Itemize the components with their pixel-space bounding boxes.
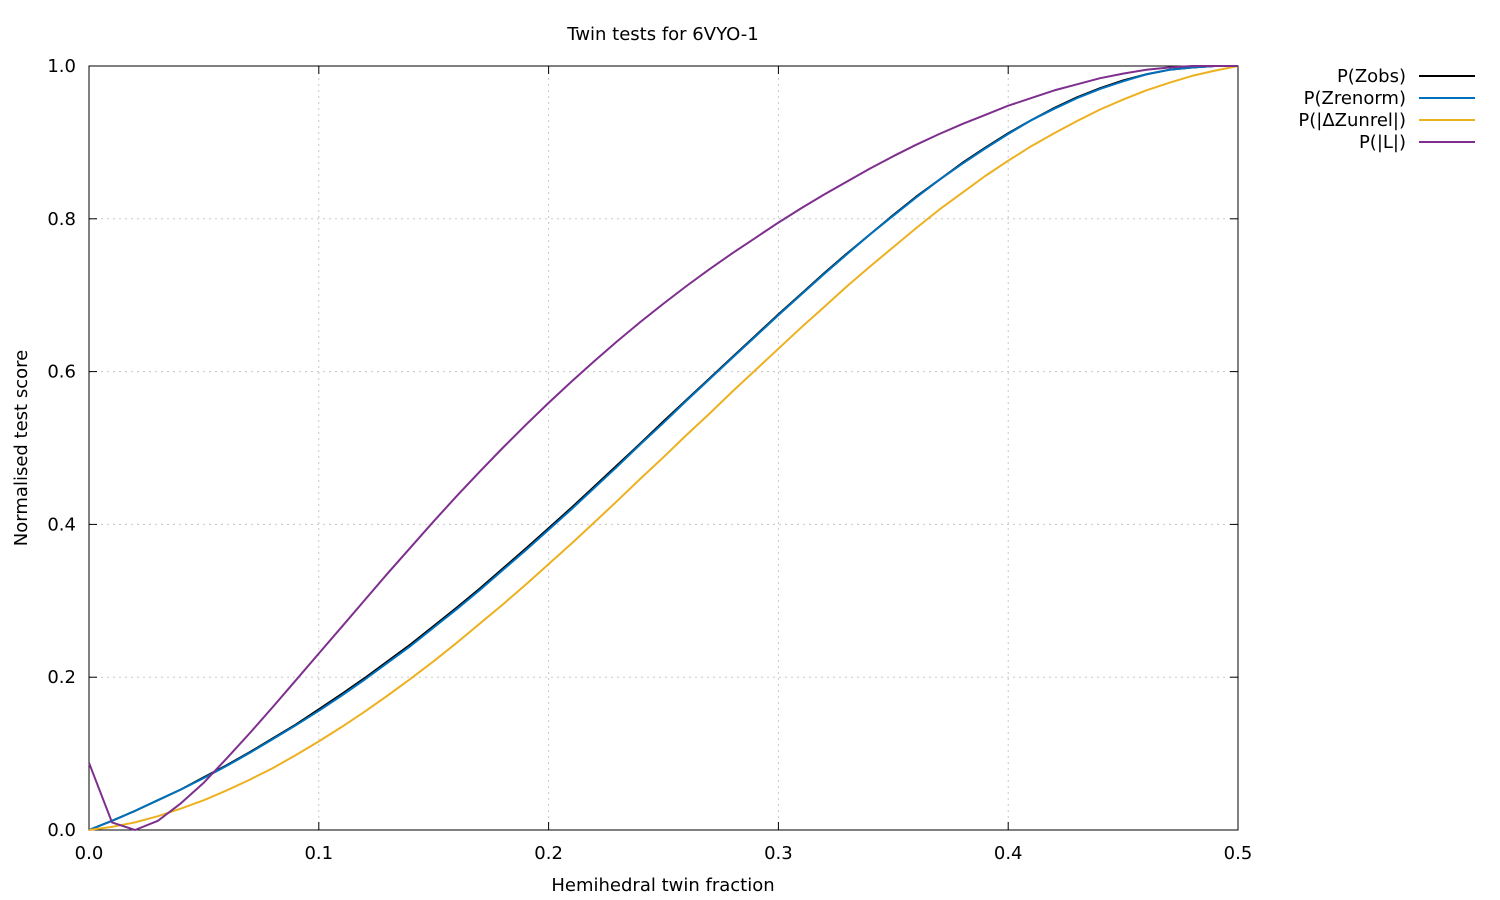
grid	[89, 66, 1238, 830]
legend-label: P(Zrenorm)	[1304, 88, 1406, 109]
x-tick-label: 0.4	[994, 843, 1023, 864]
y-tick-label: 1.0	[47, 56, 76, 77]
y-axis-label: Normalised test score	[11, 350, 32, 546]
x-tick-label: 0.5	[1224, 843, 1253, 864]
series-line-p-zunrel	[88, 65, 1239, 831]
legend-label: P(|L|)	[1359, 132, 1406, 153]
x-tick-label: 0.0	[75, 843, 104, 864]
y-tick-label: 0.4	[47, 514, 76, 535]
chart-title: Twin tests for 6VYO-1	[566, 24, 758, 45]
x-axis-label: Hemihedral twin fraction	[551, 875, 774, 896]
y-tick-label: 0.2	[47, 667, 76, 688]
x-tick-label: 0.2	[534, 843, 563, 864]
legend-label: P(Zobs)	[1337, 66, 1406, 87]
axis-ticks: 0.0 0.1 0.2 0.3 0.4 0.5 0.0 0.2 0.4 0.6 0.8 1.0	[47, 56, 1252, 864]
series-line-p-zobs	[88, 65, 1238, 831]
legend: P(Zobs)P(Zrenorm)P(|ΔZunrel|)P(|L|)	[1298, 66, 1475, 153]
y-tick-label: 0.6	[47, 362, 76, 383]
series-line-p-l	[88, 65, 1238, 831]
y-tick-label: 0.0	[47, 820, 76, 841]
x-tick-label: 0.3	[764, 843, 793, 864]
y-tick-label: 0.8	[47, 209, 76, 230]
series-lines	[88, 65, 1239, 831]
plot-frame	[88, 65, 1239, 831]
x-tick-label: 0.1	[304, 843, 333, 864]
legend-label: P(|ΔZunrel|)	[1298, 110, 1406, 131]
series-line-p-zrenorm	[88, 65, 1238, 831]
